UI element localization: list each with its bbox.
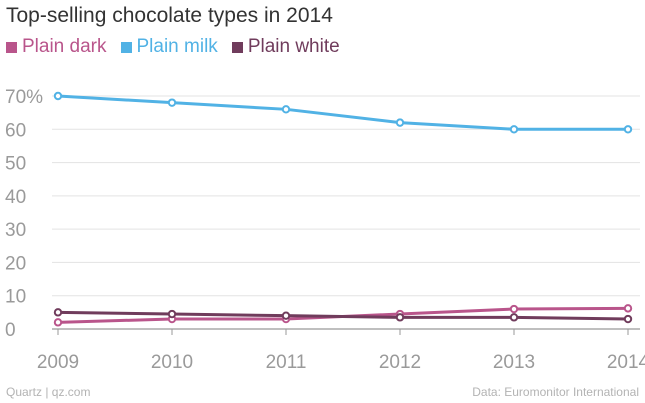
data-point-plain-milk [509, 125, 519, 134]
legend-swatch-plain-milk [120, 41, 132, 53]
x-tick-label: 2014 [607, 352, 645, 373]
data-point-plain-milk [167, 98, 177, 107]
legend-item-plain-milk: Plain milk [120, 36, 218, 58]
data-point-plain-white [167, 309, 177, 319]
legend-swatch-plain-dark [6, 41, 17, 53]
y-tick-label: 20 [5, 253, 26, 274]
legend-label-plain-milk: Plain milk [136, 36, 218, 57]
x-tick-label: 2011 [266, 352, 307, 373]
legend-item-plain-white: Plain white [231, 36, 340, 58]
data-point-plain-white [623, 314, 633, 324]
data-point-plain-dark [509, 304, 519, 314]
data-point-plain-white [53, 308, 63, 317]
data-point-plain-milk [53, 91, 63, 101]
legend: Plain dark Plain milk Plain white [6, 36, 354, 58]
series-line-plain-milk [56, 94, 630, 131]
series-line-plain-white [56, 310, 630, 321]
y-tick-label: 30 [5, 220, 26, 241]
data-point-plain-white [509, 313, 519, 322]
x-tick-label: 2012 [379, 352, 421, 373]
x-tick-label: 2010 [151, 352, 193, 373]
data-point-plain-milk [281, 105, 291, 114]
legend-item-plain-dark: Plain dark [6, 36, 107, 58]
data-point-plain-dark [623, 304, 633, 313]
y-tick-label: 0 [5, 320, 16, 341]
y-tick-label: 50 [5, 154, 26, 175]
data-point-plain-white [395, 313, 405, 322]
data-point-plain-milk [395, 118, 405, 127]
x-tick-label: 2009 [37, 352, 79, 373]
x-tick-label: 2013 [493, 352, 535, 373]
footer-source-credit: Quartz | qz.com [6, 385, 91, 399]
chart-title: Top-selling chocolate types in 2014 [6, 4, 333, 27]
legend-swatch-plain-white [231, 41, 243, 53]
footer-data-source: Data: Euromonitor International [472, 385, 639, 399]
y-tick-label: 40 [5, 187, 26, 208]
y-tick-label: 10 [5, 287, 26, 308]
y-tick-label: 60 [5, 120, 26, 141]
legend-label-plain-dark: Plain dark [22, 36, 107, 57]
legend-label-plain-white: Plain white [247, 36, 340, 57]
data-point-plain-white [281, 311, 291, 320]
data-point-plain-dark [53, 318, 63, 327]
y-tick-label: 70% [5, 87, 43, 108]
data-point-plain-milk [623, 125, 633, 134]
